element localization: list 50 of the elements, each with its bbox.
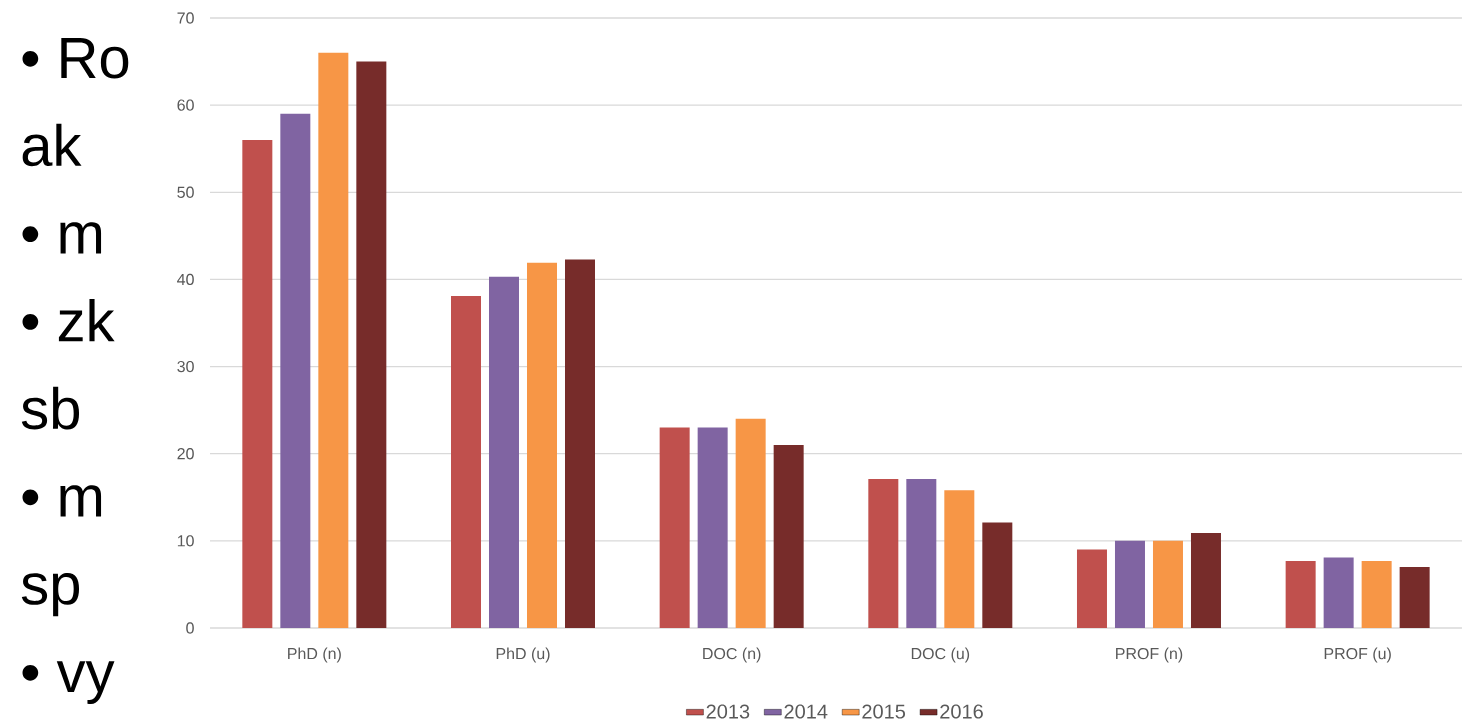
bar xyxy=(735,418,766,628)
x-tick-label: PhD (n) xyxy=(288,647,341,663)
text: ak xyxy=(22,123,82,167)
bar xyxy=(489,276,519,628)
x-tick-label: DOC (u) xyxy=(911,647,970,663)
bar xyxy=(1323,557,1354,628)
bar xyxy=(944,490,975,628)
bar xyxy=(318,52,349,628)
bar xyxy=(356,61,387,628)
bar xyxy=(697,427,728,628)
text: • Ro xyxy=(22,38,129,79)
y-tick-label: 20 xyxy=(177,448,194,460)
bar xyxy=(982,522,1013,628)
x-tick-label: PROF (u) xyxy=(1324,647,1391,663)
bar xyxy=(1076,549,1107,628)
x-tick-label: PROF (n) xyxy=(1116,647,1183,663)
bar xyxy=(565,259,595,628)
bar xyxy=(1114,540,1145,628)
legend-label: 2015 xyxy=(862,704,906,719)
bar xyxy=(659,427,690,628)
y-tick-label: 30 xyxy=(177,360,194,373)
text: • zk xyxy=(22,299,115,342)
y-tick-label: 0 xyxy=(186,622,194,634)
y-tick-label: 10 xyxy=(177,535,194,547)
legend-label: 2014 xyxy=(784,704,828,719)
x-tick-label: PhD (u) xyxy=(496,647,550,663)
y-tick-label: 40 xyxy=(177,273,194,286)
bar xyxy=(280,113,311,628)
bar xyxy=(527,262,557,628)
bar xyxy=(1285,560,1316,628)
text: • vy xyxy=(22,661,115,705)
text: • m xyxy=(22,222,102,254)
bar xyxy=(451,295,481,628)
bar xyxy=(906,478,937,628)
bar xyxy=(1361,560,1392,628)
x-tick-label: DOC (n) xyxy=(703,647,761,663)
bar xyxy=(242,140,273,628)
bar xyxy=(1190,533,1221,628)
legend-label: 2013 xyxy=(706,704,750,719)
bar xyxy=(1152,540,1183,628)
legend-label: 2016 xyxy=(940,704,983,719)
text: sb xyxy=(21,386,80,430)
bar xyxy=(1399,567,1430,628)
text: • m xyxy=(22,485,102,517)
y-tick-label: 70 xyxy=(177,12,194,24)
y-tick-label: 60 xyxy=(177,99,194,111)
text: sp xyxy=(21,573,80,617)
bar xyxy=(868,478,899,628)
bar xyxy=(773,445,804,628)
y-tick-label: 50 xyxy=(177,186,194,198)
